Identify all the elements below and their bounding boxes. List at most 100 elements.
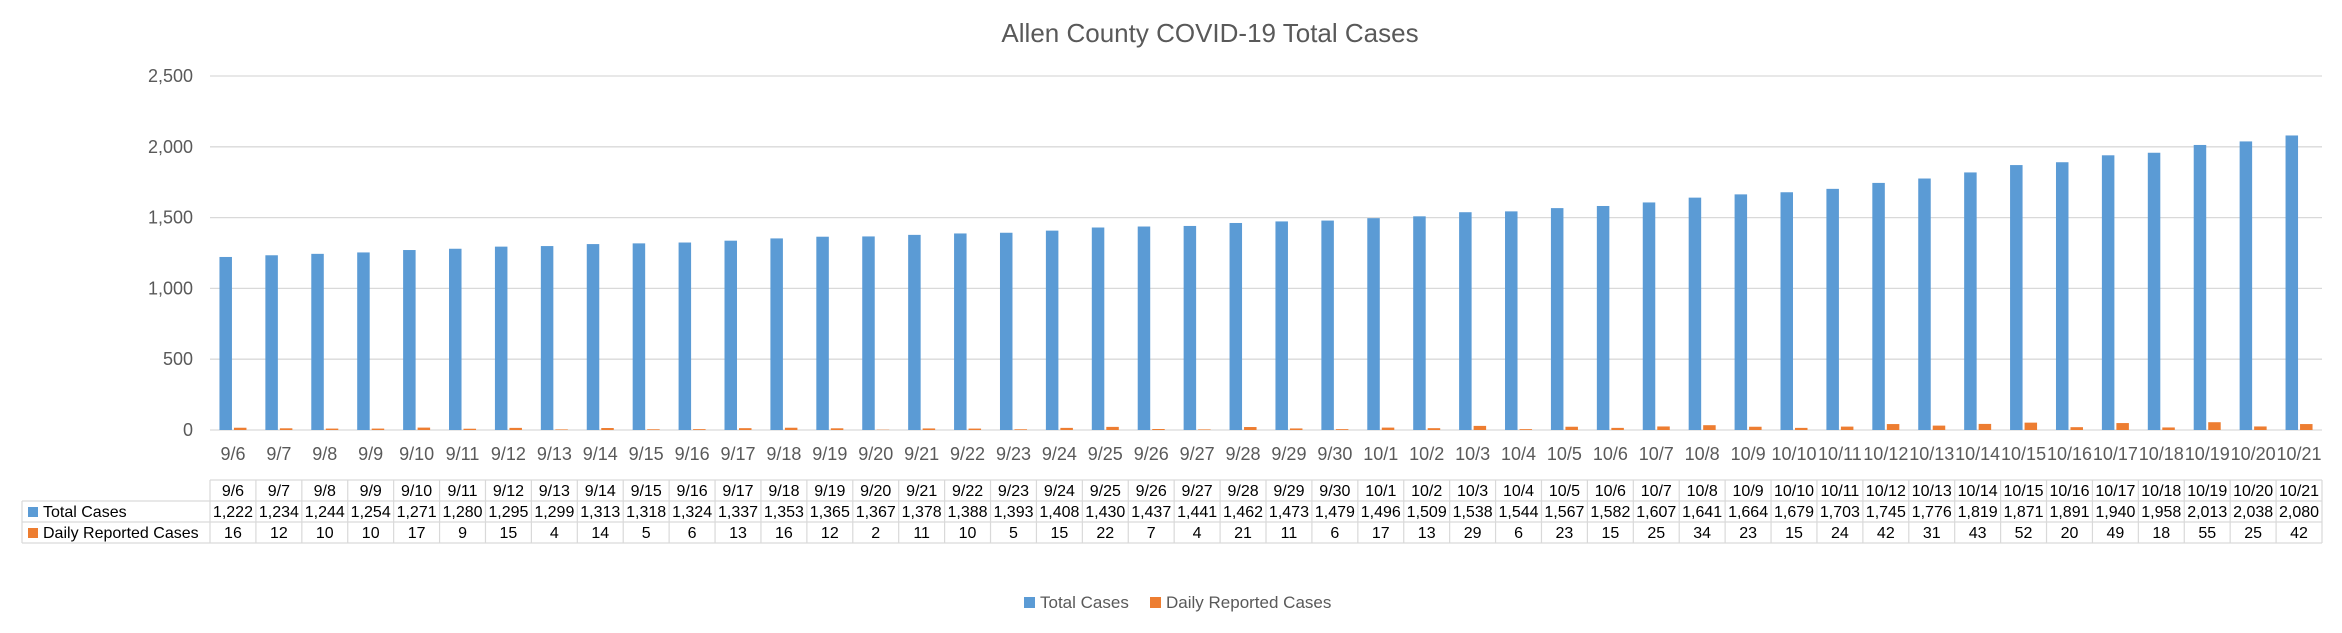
bar-daily-reported-cases bbox=[2070, 427, 2083, 430]
table-cell: 31 bbox=[1923, 525, 1941, 542]
x-tick-label: 9/30 bbox=[1317, 444, 1352, 464]
table-cell: 1,295 bbox=[488, 504, 528, 521]
x-tick-label: 9/14 bbox=[583, 444, 618, 464]
bar-total-cases bbox=[311, 253, 324, 430]
table-cell: 16 bbox=[775, 525, 793, 542]
x-tick-label: 10/17 bbox=[2093, 444, 2138, 464]
table-cell: 43 bbox=[1969, 525, 1987, 542]
bar-daily-reported-cases bbox=[1611, 427, 1624, 430]
table-cell: 2,038 bbox=[2233, 504, 2273, 521]
table-cell: 15 bbox=[500, 525, 518, 542]
y-tick-label: 0 bbox=[183, 420, 193, 440]
table-cell: 24 bbox=[1831, 525, 1849, 542]
y-tick-label: 2,500 bbox=[148, 66, 193, 86]
table-cell: 12 bbox=[270, 525, 288, 542]
bar-total-cases bbox=[816, 236, 829, 430]
bar-total-cases bbox=[1550, 208, 1564, 430]
x-tick-label: 9/17 bbox=[720, 444, 755, 464]
x-tick-label: 9/15 bbox=[629, 444, 664, 464]
table-header-cell: 9/13 bbox=[539, 483, 570, 500]
table-row-swatch bbox=[28, 528, 38, 538]
bar-daily-reported-cases bbox=[1152, 429, 1165, 430]
table-cell: 17 bbox=[1372, 525, 1390, 542]
bar-total-cases bbox=[1459, 212, 1472, 430]
x-tick-label: 9/11 bbox=[446, 444, 480, 464]
table-header-cell: 10/8 bbox=[1687, 483, 1718, 500]
table-cell: 1,430 bbox=[1085, 504, 1125, 521]
table-header-cell: 9/19 bbox=[814, 483, 845, 500]
bar-total-cases bbox=[1872, 182, 1885, 430]
table-header-cell: 10/20 bbox=[2233, 483, 2273, 500]
bar-total-cases bbox=[1918, 178, 1931, 430]
bar-total-cases bbox=[2055, 162, 2069, 430]
bar-total-cases bbox=[2285, 135, 2299, 431]
table-cell: 49 bbox=[2106, 525, 2124, 542]
table-cell: 20 bbox=[2061, 525, 2079, 542]
y-tick-label: 1,500 bbox=[148, 208, 193, 228]
table-header-cell: 10/15 bbox=[2004, 483, 2044, 500]
bar-daily-reported-cases bbox=[371, 428, 385, 430]
bar-total-cases bbox=[1964, 172, 1977, 430]
x-tick-label: 9/20 bbox=[858, 444, 893, 464]
table-cell: 21 bbox=[1234, 525, 1252, 542]
table-header-cell: 10/16 bbox=[2049, 483, 2089, 500]
x-tick-label: 9/8 bbox=[312, 444, 337, 464]
x-tick-label: 9/24 bbox=[1042, 444, 1077, 464]
table-header-cell: 10/18 bbox=[2141, 483, 2181, 500]
table-cell: 10 bbox=[959, 525, 977, 542]
bar-daily-reported-cases bbox=[1703, 425, 1716, 430]
bar-daily-reported-cases bbox=[693, 429, 706, 430]
x-tick-label: 10/10 bbox=[1771, 444, 1816, 464]
table-cell: 7 bbox=[1147, 525, 1156, 542]
bar-daily-reported-cases bbox=[279, 428, 293, 430]
table-cell: 1,365 bbox=[810, 504, 850, 521]
bar-total-cases bbox=[632, 243, 646, 430]
bar-total-cases bbox=[1826, 188, 1839, 430]
bar-total-cases bbox=[1045, 230, 1059, 430]
bar-daily-reported-cases bbox=[2162, 427, 2175, 430]
bar-total-cases bbox=[1275, 221, 1288, 430]
table-cell: 12 bbox=[821, 525, 839, 542]
table-header-cell: 9/15 bbox=[631, 483, 662, 500]
x-tick-label: 10/18 bbox=[2139, 444, 2184, 464]
table-header-cell: 9/14 bbox=[585, 483, 616, 500]
x-tick-label: 10/19 bbox=[2185, 444, 2230, 464]
bar-total-cases bbox=[1137, 226, 1151, 430]
table-cell: 25 bbox=[1647, 525, 1665, 542]
x-tick-label: 10/20 bbox=[2231, 444, 2276, 464]
x-tick-label: 9/29 bbox=[1271, 444, 1306, 464]
table-cell: 1,441 bbox=[1177, 504, 1217, 521]
bar-daily-reported-cases bbox=[1886, 424, 1900, 430]
bar-daily-reported-cases bbox=[233, 427, 247, 430]
table-cell: 1,367 bbox=[856, 504, 896, 521]
table-cell: 18 bbox=[2152, 525, 2170, 542]
bar-total-cases bbox=[540, 246, 554, 430]
bar-daily-reported-cases bbox=[2208, 422, 2221, 430]
legend-label: Daily Reported Cases bbox=[1166, 593, 1331, 612]
table-cell: 1,324 bbox=[672, 504, 712, 521]
table-header-cell: 10/19 bbox=[2187, 483, 2227, 500]
legend-swatch bbox=[1024, 597, 1035, 608]
table-cell: 10 bbox=[362, 525, 380, 542]
table-cell: 1,891 bbox=[2049, 504, 2089, 521]
bar-daily-reported-cases bbox=[1978, 423, 1992, 430]
x-tick-label: 10/5 bbox=[1547, 444, 1582, 464]
table-cell: 25 bbox=[2244, 525, 2262, 542]
table-cell: 22 bbox=[1096, 525, 1114, 542]
x-tick-label: 10/1 bbox=[1363, 444, 1398, 464]
table-cell: 1,299 bbox=[534, 504, 574, 521]
chart-title: Allen County COVID-19 Total Cases bbox=[1001, 18, 1418, 48]
bar-daily-reported-cases bbox=[1427, 428, 1441, 430]
table-header-cell: 9/11 bbox=[448, 483, 478, 500]
bar-total-cases bbox=[219, 256, 232, 430]
bar-total-cases bbox=[1413, 216, 1426, 430]
x-tick-label: 9/22 bbox=[950, 444, 985, 464]
bar-total-cases bbox=[724, 240, 737, 430]
bar-total-cases bbox=[449, 248, 462, 430]
table-cell: 1,496 bbox=[1361, 504, 1401, 521]
bar-daily-reported-cases bbox=[417, 427, 431, 430]
table-cell: 1,280 bbox=[442, 504, 482, 521]
x-tick-label: 9/25 bbox=[1088, 444, 1123, 464]
table-cell: 1,318 bbox=[626, 504, 666, 521]
